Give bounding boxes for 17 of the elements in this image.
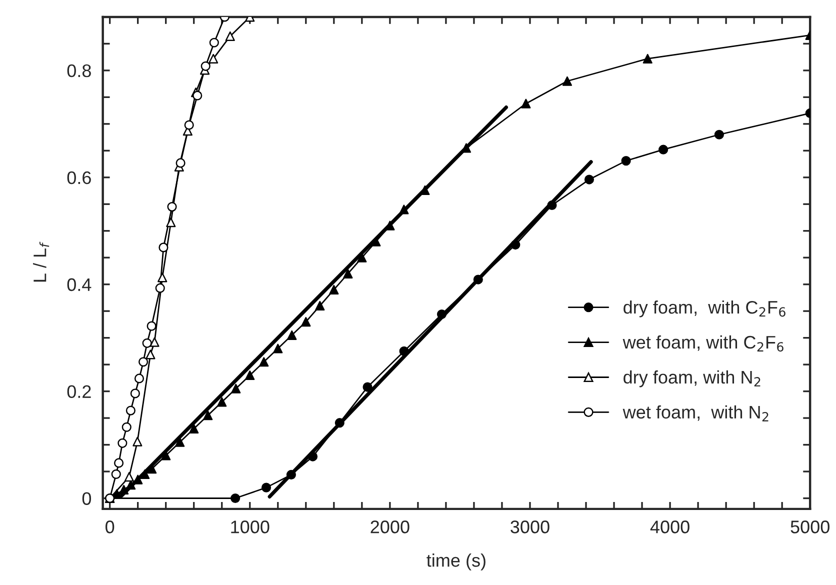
legend-label: wet foam, with N$_{2}$ [622,405,768,422]
x-tick-label: 4000 [650,520,690,534]
y-tick-label: 0.2 [67,385,91,398]
legend-label: wet foam, with C$_{2}$F$_{6}$ [622,335,784,352]
y-tick-label: 0.8 [67,64,91,78]
legend-label: dry foam, with C$_{2}$F$_{6}$ [624,300,786,318]
legend-label: dry foam, with N$_{2}$ [624,370,760,388]
x-tick-label: 0 [106,520,114,534]
x-axis-title: time (s) [426,554,486,570]
x-tick-label: 3000 [510,520,550,534]
x-tick-label: 2000 [370,520,410,534]
x-tick-label: 1000 [231,520,270,534]
y-axis-title: L / L$_{f}$ [33,242,50,282]
y-tick-label: 0.6 [67,171,91,184]
x-tick-label: 5000 [790,520,830,534]
y-tick-label: 0.4 [67,278,92,292]
y-tick-label: 0 [82,492,92,505]
